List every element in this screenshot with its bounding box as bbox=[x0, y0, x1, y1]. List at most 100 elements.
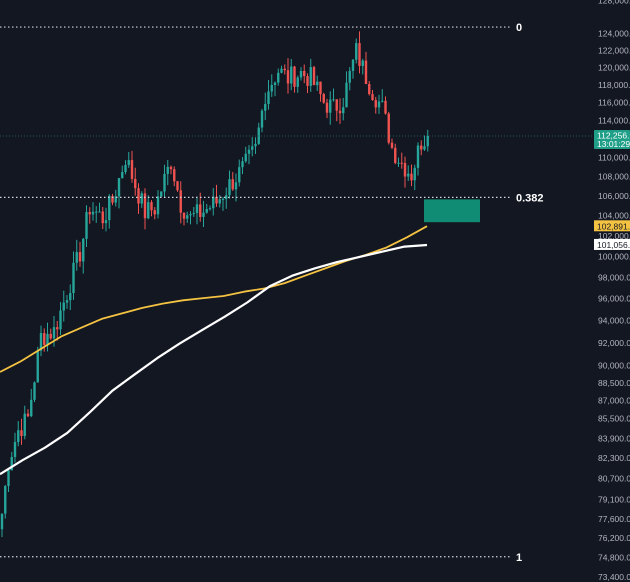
candle-body bbox=[426, 136, 429, 147]
candle bbox=[306, 73, 309, 94]
candle bbox=[426, 129, 429, 152]
candle-body bbox=[325, 102, 329, 113]
candle-body bbox=[62, 302, 65, 311]
candle bbox=[192, 206, 195, 217]
candle bbox=[205, 203, 208, 214]
candle-body bbox=[312, 67, 316, 86]
candle bbox=[296, 75, 299, 93]
candle bbox=[387, 111, 390, 145]
candle bbox=[293, 65, 296, 93]
candle-body bbox=[108, 195, 111, 221]
candle-body bbox=[377, 101, 381, 108]
candle-body bbox=[137, 188, 140, 204]
candle-body bbox=[234, 182, 238, 190]
moving-average-white-tag bbox=[594, 238, 630, 250]
candle-body bbox=[309, 67, 312, 86]
candle-body bbox=[98, 211, 101, 213]
candle-body bbox=[91, 211, 95, 215]
candle bbox=[215, 184, 218, 207]
candle bbox=[134, 167, 137, 196]
candle-body bbox=[290, 66, 293, 84]
candle-body bbox=[36, 350, 39, 383]
candle-body bbox=[65, 300, 69, 303]
target-zone-box[interactable] bbox=[424, 199, 480, 223]
candle bbox=[286, 58, 290, 94]
candle bbox=[26, 409, 30, 418]
candle bbox=[212, 187, 215, 216]
candle-body bbox=[299, 70, 303, 78]
candle-body bbox=[270, 84, 273, 92]
candle bbox=[150, 200, 153, 217]
candle bbox=[173, 166, 176, 187]
candle bbox=[182, 212, 186, 226]
candle-body bbox=[244, 153, 247, 162]
candle-body bbox=[410, 173, 413, 181]
candle bbox=[231, 171, 234, 191]
candle bbox=[368, 80, 371, 96]
candle bbox=[56, 320, 59, 341]
candle bbox=[140, 191, 143, 208]
price-axis-tick-label: 85,500.0 bbox=[598, 414, 630, 424]
candle-body bbox=[390, 142, 394, 148]
candle bbox=[7, 468, 10, 493]
fib-level-label: 0 bbox=[516, 22, 522, 34]
candle-body bbox=[95, 211, 98, 213]
candle-body bbox=[355, 43, 358, 60]
candle bbox=[397, 157, 400, 167]
candle bbox=[423, 135, 426, 151]
candle bbox=[358, 31, 361, 74]
candle-body bbox=[221, 198, 225, 200]
candle-body bbox=[10, 456, 13, 471]
moving-average-white-line[interactable] bbox=[0, 243, 428, 476]
candle-body bbox=[407, 173, 410, 177]
price-axis-tick-label: 128,000.0 bbox=[598, 0, 630, 6]
candle bbox=[36, 346, 39, 383]
price-axis-tick-label: 74,800.0 bbox=[598, 552, 630, 562]
candle-body bbox=[251, 146, 254, 150]
candle bbox=[377, 94, 381, 114]
candle bbox=[130, 150, 134, 183]
candle bbox=[416, 142, 420, 176]
candle bbox=[20, 418, 23, 445]
candle bbox=[39, 325, 43, 357]
candle-body bbox=[205, 209, 208, 213]
candle-body bbox=[387, 113, 390, 143]
candle-body bbox=[416, 145, 420, 168]
price-axis-tick-label: 94,000.0 bbox=[598, 315, 630, 325]
candle-body bbox=[179, 190, 182, 213]
candle bbox=[186, 211, 189, 223]
candle-body bbox=[218, 199, 221, 204]
candle-body bbox=[160, 191, 163, 197]
candle-body bbox=[225, 195, 228, 199]
fibonacci-layer[interactable]: 0 0.382 1 bbox=[0, 22, 596, 564]
candle-body bbox=[283, 68, 286, 71]
candle-body bbox=[228, 179, 231, 196]
candle-body bbox=[111, 195, 114, 203]
candle-body bbox=[212, 196, 215, 209]
candle-body bbox=[254, 143, 257, 147]
candle bbox=[169, 165, 173, 175]
current-price-tag[interactable] bbox=[594, 130, 630, 150]
candle-body bbox=[208, 208, 212, 210]
price-axis[interactable]: 128,000.0 124,000.0 122,000.0 120,000.0 118,… bbox=[594, 0, 630, 582]
candle-body bbox=[186, 215, 189, 219]
moving-averages-layer bbox=[0, 225, 428, 476]
candle-body bbox=[78, 252, 82, 262]
candle-body bbox=[394, 147, 397, 163]
candle bbox=[208, 205, 212, 211]
candle-body bbox=[59, 310, 62, 330]
candle bbox=[127, 151, 130, 168]
candle bbox=[244, 146, 247, 163]
candle-body bbox=[374, 100, 377, 108]
candle bbox=[277, 68, 280, 86]
price-axis-tick-label: 108,000.0 bbox=[598, 172, 630, 182]
candle-body bbox=[140, 193, 143, 204]
candle bbox=[69, 284, 72, 311]
candle bbox=[283, 64, 286, 75]
price-axis-tick-label: 77,600.0 bbox=[598, 514, 630, 524]
fib-level-label: 1 bbox=[516, 552, 522, 564]
candle-body bbox=[264, 104, 267, 111]
candle-body bbox=[134, 178, 137, 189]
